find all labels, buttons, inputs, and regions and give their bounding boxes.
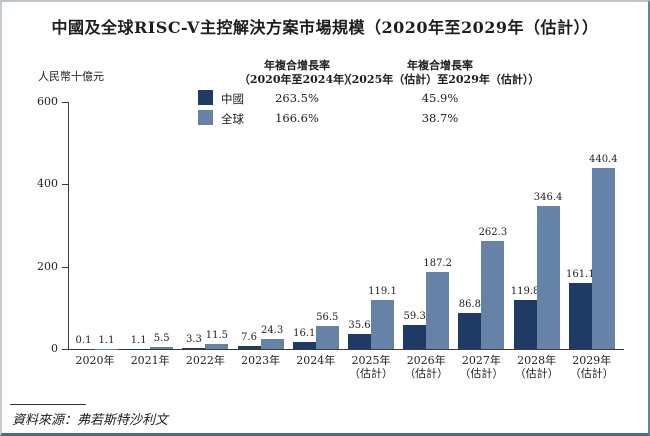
- bar-value-label: 3.3: [185, 333, 202, 345]
- bar-value-label: 0.1: [75, 334, 92, 346]
- legend-label-global: 全球: [221, 112, 244, 126]
- bar-中國-2028年: [513, 299, 537, 349]
- y-tick-label: 200: [37, 259, 58, 273]
- x-axis-line: [68, 349, 624, 350]
- x-axis-label: 2027年 （估計）: [459, 354, 504, 380]
- bar-全球-2023年: [260, 338, 284, 349]
- bar-全球-2029年: [591, 167, 615, 349]
- bar-value-label: 56.5: [316, 311, 339, 323]
- cagr-column2-subtitle: （2025年（估計）至2029年（估計））: [340, 73, 540, 86]
- x-axis-label: 2020年: [75, 354, 115, 367]
- bar-全球-2026年: [426, 271, 450, 349]
- bar-value-label: 119.8: [510, 285, 540, 297]
- cagr-column2-header: 年複合增長率 （2025年（估計）至2029年（估計））: [304, 59, 576, 87]
- bar-value-label: 119.1: [368, 285, 397, 297]
- bar-value-label: 7.6: [241, 331, 258, 343]
- bar-value-label: 59.3: [403, 310, 426, 322]
- cagr-global-2020-2024: 166.6%: [275, 111, 319, 125]
- legend-label-china: 中國: [221, 92, 244, 106]
- cagr-column1-header: 年複合增長率 （2020年至2024年）: [197, 59, 397, 87]
- x-axis-label: 2028年 （估計）: [514, 354, 559, 380]
- y-axis-line: [68, 102, 69, 349]
- x-axis-label: 2021年: [130, 354, 170, 367]
- y-tick-mark: [62, 266, 68, 268]
- y-tick-label: 400: [37, 177, 58, 191]
- bar-value-label: 1.1: [98, 334, 115, 346]
- bar-全球-2022年: [205, 344, 229, 349]
- bar-中國-2029年: [568, 282, 592, 349]
- y-tick-label: 0: [51, 342, 58, 355]
- cagr-column1-title: 年複合增長率: [264, 59, 330, 72]
- bar-value-label: 187.2: [423, 257, 452, 269]
- cagr-china-2025-2029: 45.9%: [421, 91, 459, 105]
- bar-中國-2026年: [403, 324, 427, 349]
- x-axis-label: 2025年 （估計）: [349, 354, 393, 380]
- y-tick-mark: [62, 102, 68, 103]
- legend-swatch-china: [198, 90, 213, 105]
- x-axis-label: 2029年 （估計）: [569, 354, 614, 380]
- x-axis-label: 2024年: [296, 354, 336, 367]
- bar-value-label: 161.1: [565, 268, 595, 280]
- bar-中國-2023年: [237, 345, 261, 349]
- source-note: 資料來源：弗若斯特沙利文: [12, 413, 169, 428]
- source-divider: [10, 404, 86, 405]
- bar-value-label: 86.8: [458, 299, 482, 311]
- x-axis-label: 2022年: [185, 354, 225, 367]
- cagr-global-2025-2029: 38.7%: [421, 111, 459, 125]
- bar-value-label: 440.4: [588, 153, 618, 165]
- bar-全球-2028年: [536, 206, 560, 349]
- bar-中國-2024年: [292, 342, 316, 349]
- chart-title: 中國及全球RISC-V主控解決方案市場規模（2020年至2029年（估計））: [51, 18, 599, 37]
- bar-中國-2025年: [348, 334, 371, 349]
- bar-value-label: 35.6: [348, 320, 371, 332]
- x-axis-label: 2023年: [241, 354, 281, 367]
- bar-value-label: 262.3: [478, 227, 508, 239]
- legend-swatch-global: [198, 110, 213, 125]
- cagr-china-2020-2024: 263.5%: [275, 91, 319, 105]
- bar-中國-2027年: [458, 313, 482, 349]
- bar-全球-2027年: [481, 241, 505, 349]
- y-tick-mark: [62, 184, 68, 186]
- bar-value-label: 24.3: [260, 324, 284, 336]
- bar-全球-2025年: [371, 299, 394, 349]
- y-axis-unit-label: 人民幣十億元: [38, 70, 104, 83]
- bar-value-label: 16.1: [293, 328, 316, 340]
- bar-value-label: 5.5: [153, 332, 170, 344]
- bar-value-label: 1.1: [130, 334, 147, 346]
- bar-全球-2021年: [150, 346, 174, 349]
- bar-中國-2022年: [182, 347, 206, 349]
- y-tick-label: 600: [37, 95, 58, 108]
- bar-value-label: 11.5: [205, 330, 229, 342]
- cagr-column1-subtitle: （2020年至2024年）: [238, 73, 356, 86]
- bar-全球-2024年: [315, 325, 339, 349]
- bar-value-label: 346.4: [533, 192, 563, 204]
- cagr-column2-title: 年複合增長率: [407, 59, 473, 72]
- x-axis-label: 2026年 （估計）: [404, 354, 449, 380]
- y-tick-mark: [62, 349, 68, 350]
